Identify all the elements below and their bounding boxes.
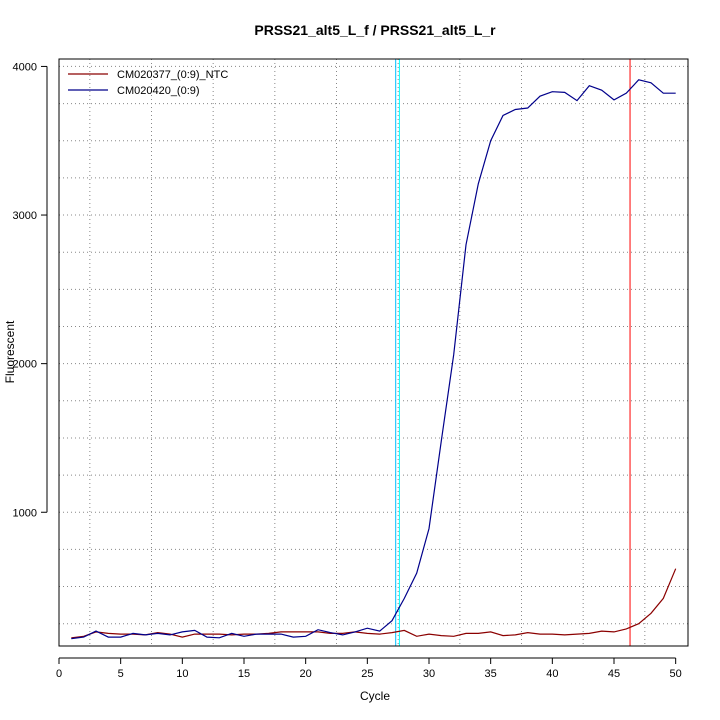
x-tick-label: 35 [485,668,497,680]
x-axis-label: Cycle [360,689,390,703]
threshold-lines [395,59,631,646]
x-tick-label: 40 [546,668,558,680]
x-tick-label: 50 [670,668,682,680]
x-tick-label: 25 [361,668,373,680]
y-tick-label: 1000 [13,507,37,519]
x-tick-label: 45 [608,668,620,680]
x-tick-label: 0 [56,668,62,680]
y-tick-label: 4000 [13,61,37,73]
x-tick-label: 10 [176,668,188,680]
x-tick-label: 5 [118,668,124,680]
y-tick-label: 2000 [13,359,37,371]
y-axis: 1000 2000 3000 4000 [13,61,48,519]
legend: CM020377_(0:9)_NTC CM020420_(0:9) [68,69,228,97]
legend-label: CM020377_(0:9)_NTC [117,69,228,81]
y-axis-label: Fluorescent [3,320,17,383]
x-tick-label: 30 [423,668,435,680]
x-tick-label: 20 [300,668,312,680]
plot-frame [58,58,689,647]
y-tick-label: 3000 [13,210,37,222]
grid-lines [59,59,688,646]
legend-label: CM020420_(0:9) [117,85,200,97]
chart-title: PRSS21_alt5_L_f / PRSS21_alt5_L_r [254,22,496,38]
series-line-2 [71,79,676,640]
x-axis: 0 5 10 15 20 25 30 35 40 45 50 [56,657,682,680]
series-lines [71,79,677,640]
x-tick-label: 15 [238,668,250,680]
